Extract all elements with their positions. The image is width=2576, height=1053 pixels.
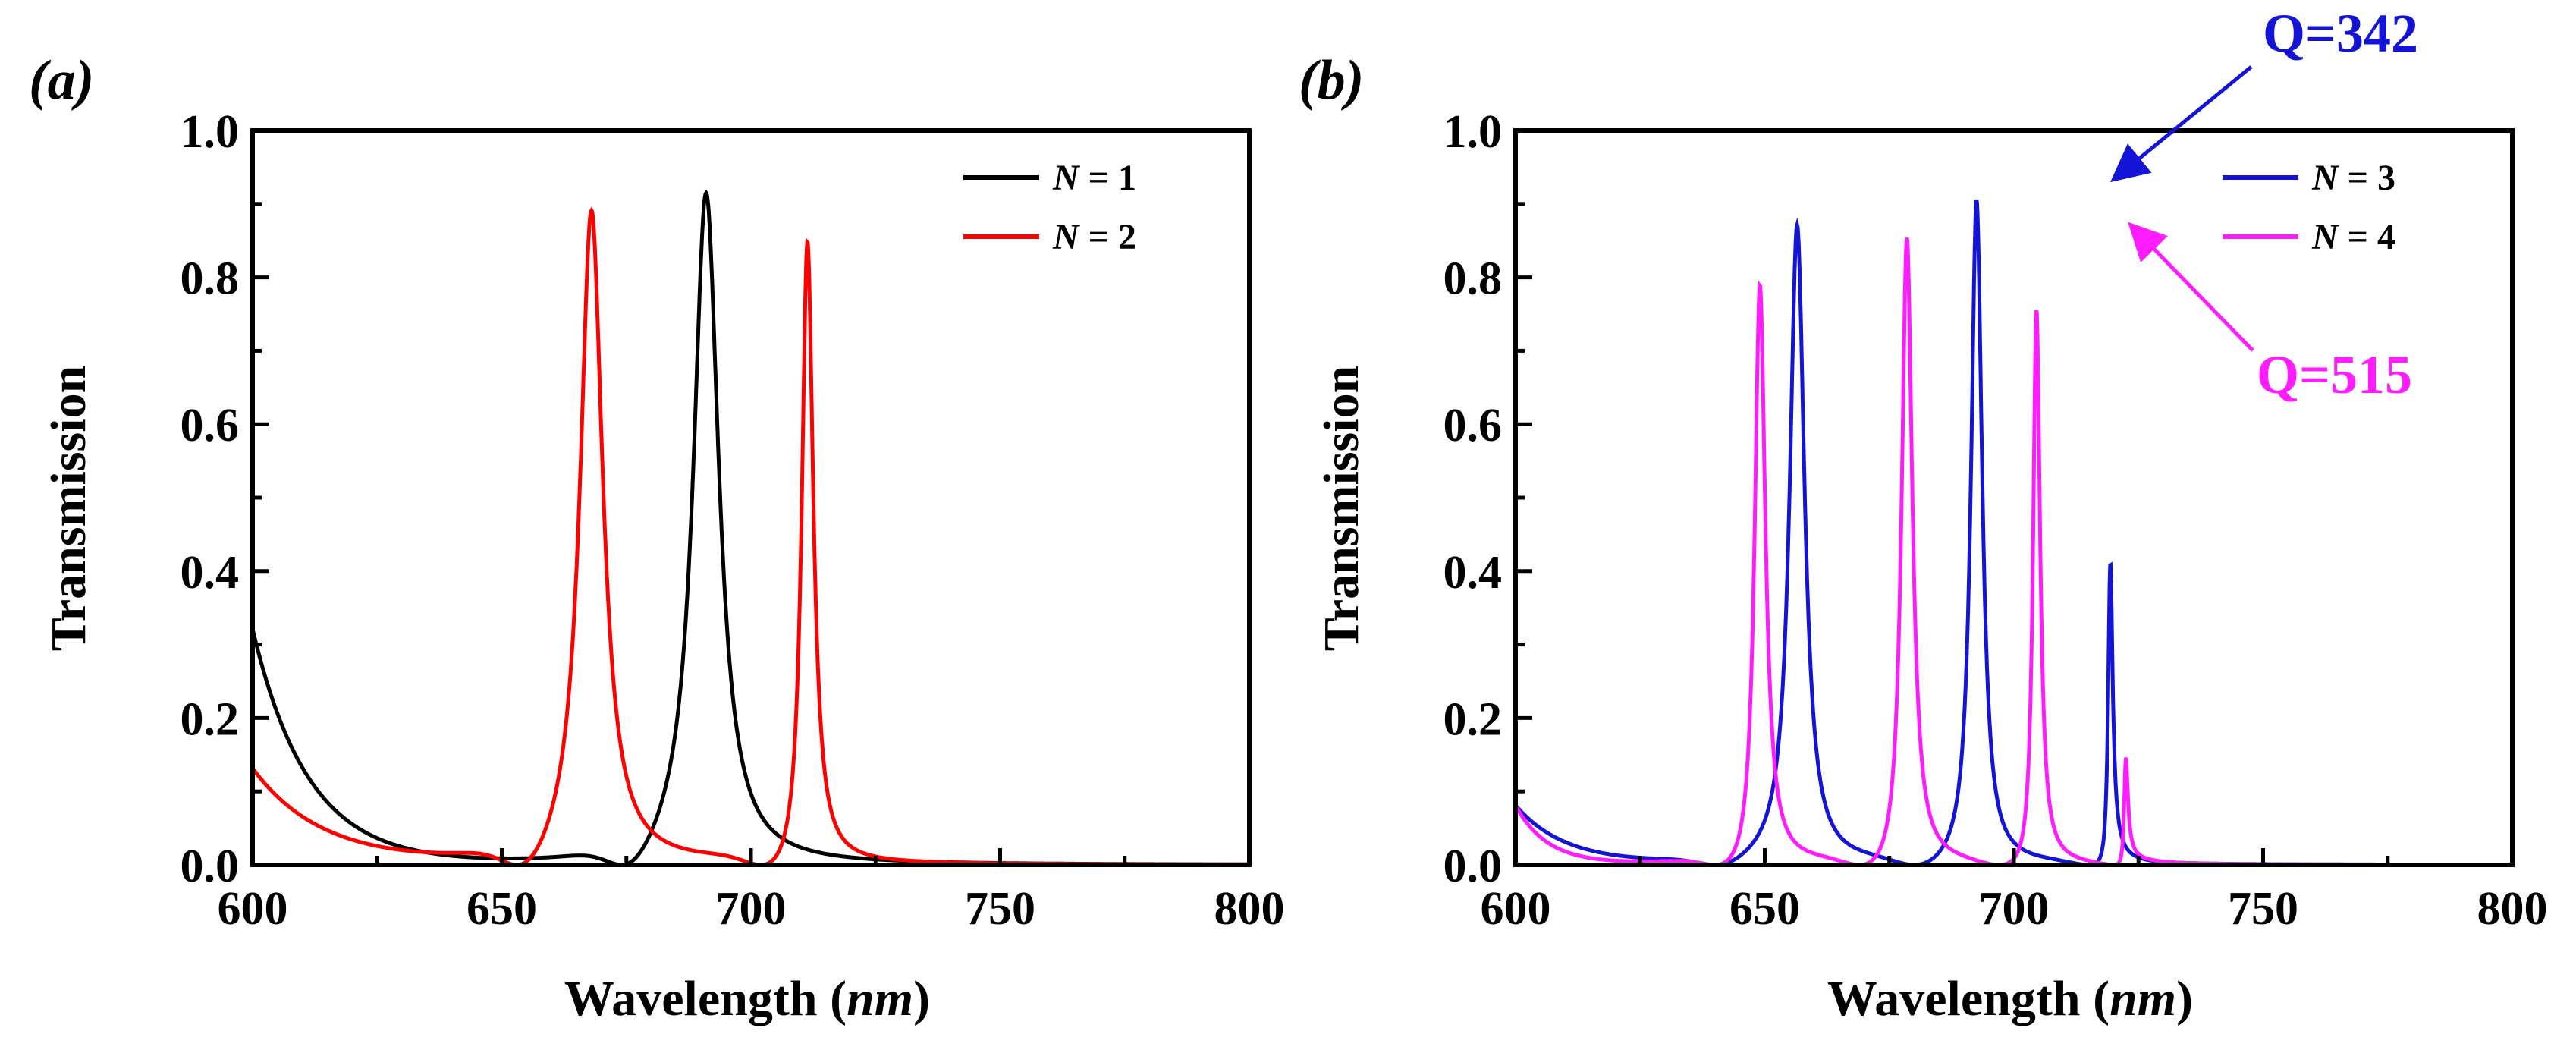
legend-label-b-1: N = 3 [2311,158,2395,198]
annotation-arrow-1 [2110,65,2253,183]
legend-label-a-2: N = 2 [1052,217,1136,257]
x-tick-label-b: 750 [2228,883,2298,935]
x-tick-label-b: 800 [2477,883,2548,935]
y-tick-label-b: 0.6 [1444,400,1503,451]
legend-b: N = 3 N = 4 [2223,158,2395,257]
y-tick-label-b: 1.0 [1444,106,1503,158]
annotation-label-1: Q=342 [2263,3,2418,64]
y-tick-label-a: 1.0 [181,106,240,158]
series-line-b-1 [1514,199,2512,867]
y-axis-label-a: Transmission [41,366,96,652]
y-tick-label-a: 0.8 [181,253,240,305]
x-tick-label-a: 650 [467,883,537,935]
series-line-a-2 [251,206,1249,867]
y-tick-label-b: 0.8 [1444,253,1503,305]
x-tick-label-b: 650 [1729,883,1800,935]
x-axis-label-a: Wavelength (nm) [564,971,930,1026]
legend-label-a-1: N = 1 [1052,158,1136,198]
y-axis-label-b: Transmission [1314,366,1369,652]
legend-label-b-2: N = 4 [2311,217,2395,257]
y-tick-label-a: 0.6 [181,400,240,451]
series-line-a-1 [250,190,1249,867]
panel-a: (a) Transmission Wavelength (nm) 600 650 7… [29,49,1285,1026]
y-tick-label-b: 0.4 [1444,547,1503,599]
x-tick-label-b: 700 [1979,883,2050,935]
y-tick-label-a: 0.2 [181,693,240,745]
series-line-b-2 [1513,237,2512,867]
y-tick-label-b: 0.2 [1444,693,1503,745]
y-tick-label-b: 0.0 [1444,841,1503,892]
annotation-label-2: Q=515 [2257,344,2412,405]
panel-b: (b) Transmission Wavelength (nm) 600 650 7… [1299,3,2548,1026]
x-tick-label-a: 800 [1214,883,1285,935]
x-axis-label-b: Wavelength (nm) [1827,971,2193,1026]
y-tick-label-a: 0.0 [181,841,240,892]
panel-label-b: (b) [1299,49,1364,112]
x-tick-label-b: 600 [1481,883,1551,935]
legend-a: N = 1 N = 2 [963,158,1136,257]
panel-label-a: (a) [29,49,94,112]
x-tick-label-a: 700 [716,883,787,935]
y-tick-label-a: 0.4 [181,547,240,599]
x-tick-label-a: 750 [965,883,1035,935]
annotation-arrow-2 [2128,222,2254,352]
x-tick-label-a: 600 [218,883,288,935]
